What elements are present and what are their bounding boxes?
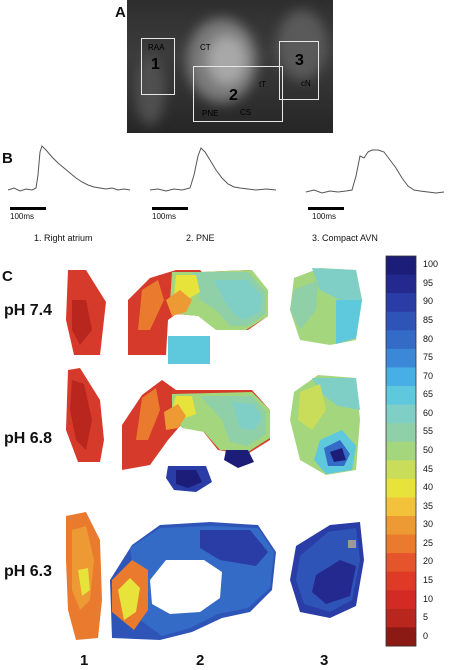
row-label-ph74: pH 7.4	[4, 302, 53, 319]
ct-label: CT	[200, 43, 211, 52]
map-row1-col1	[66, 270, 106, 355]
region-box-1	[141, 38, 175, 95]
colorbar-swatch	[386, 516, 416, 536]
colorbar-swatch	[386, 460, 416, 480]
colorbar-tick-label: 40	[423, 482, 434, 493]
colorbar	[385, 255, 417, 647]
trace-compact-avn	[305, 149, 445, 194]
map-row3-col3	[290, 522, 364, 618]
column-label-2: 2	[196, 652, 205, 669]
raa-label: RAA	[148, 43, 165, 52]
colorbar-tick-label: 95	[423, 277, 434, 288]
region-box-2	[193, 66, 283, 122]
region-number-1: 1	[151, 56, 160, 73]
colorbar-tick-label: 30	[423, 519, 434, 530]
row-label-ph68: pH 6.8	[4, 430, 53, 447]
map-row1-col2	[128, 270, 268, 364]
colorbar-tick-label: 65	[423, 389, 434, 400]
region-number-3: 3	[295, 52, 304, 69]
map-row3-col1	[66, 512, 102, 640]
colorbar-tick-label: 20	[423, 556, 434, 567]
colorbar-swatch	[386, 367, 416, 387]
colorbar-swatch	[386, 293, 416, 313]
row-label-ph63: pH 6.3	[4, 563, 53, 580]
trace-right-atrium	[7, 145, 131, 192]
colorbar-swatch	[386, 274, 416, 294]
map-row2-col1	[66, 368, 104, 462]
scale-bar-label-1: 100ms	[10, 212, 35, 221]
tt-label: tT	[259, 80, 267, 89]
colorbar-tick-label: 35	[423, 500, 434, 511]
colorbar-tick-label: 15	[423, 575, 434, 585]
colorbar-tick-label: 100	[423, 259, 439, 270]
colorbar-swatch	[386, 608, 416, 628]
colorbar-tick-label: 90	[423, 296, 434, 307]
colorbar-tick-label: 60	[423, 407, 434, 418]
scale-bar-2	[152, 207, 188, 210]
colorbar-swatch	[386, 330, 416, 350]
colorbar-swatch	[386, 404, 416, 424]
scale-bar-label-3: 100ms	[312, 212, 337, 221]
colorbar-swatch	[386, 590, 416, 610]
cn-label: cN	[301, 79, 311, 88]
colorbar-swatch	[386, 571, 416, 591]
colorbar-frame	[385, 255, 417, 647]
colorbar-swatch	[386, 627, 416, 647]
colorbar-tick-label: 70	[423, 370, 434, 381]
colorbar-swatch	[386, 423, 416, 443]
colorbar-swatch	[386, 553, 416, 573]
colorbar-swatch	[386, 534, 416, 554]
map-row2-col2	[122, 380, 270, 492]
colorbar-tick-label: 0	[423, 630, 429, 641]
column-label-1: 1	[80, 652, 89, 669]
colorbar-tick-label: 55	[423, 426, 434, 437]
colorbar-tick-label: 25	[423, 537, 434, 548]
colorbar-tick-label: 75	[423, 352, 434, 363]
scale-bar-1	[10, 207, 46, 210]
cs-label: CS	[240, 108, 252, 117]
colorbar-tick-label: 10	[423, 593, 434, 604]
region-box-3	[279, 41, 319, 100]
map-row1-col3	[290, 268, 362, 345]
colorbar-swatch	[386, 441, 416, 461]
colorbar-swatch	[386, 386, 416, 406]
trace-pne	[149, 147, 277, 192]
panel-b-label: B	[2, 150, 13, 167]
colorbar-swatch	[386, 256, 416, 276]
colorbar-tick-label: 85	[423, 315, 434, 325]
panel-c-label: C	[2, 268, 13, 285]
colorbar-tick-label: 5	[423, 612, 429, 623]
pne-label: PNE	[202, 109, 219, 118]
caption-pne: 2. PNE	[186, 233, 215, 243]
preparation-photo: RAA 1 CT tT 2 PNE CS 3 cN	[127, 0, 333, 133]
caption-compact-avn: 3. Compact AVN	[312, 233, 378, 243]
panel-a-label: A	[115, 4, 126, 21]
colorbar-swatch	[386, 348, 416, 368]
colorbar-tick-label: 45	[423, 463, 434, 474]
region-number-2: 2	[229, 87, 238, 104]
colorbar-tick-label: 50	[423, 445, 434, 455]
colorbar-swatch	[386, 497, 416, 517]
caption-right-atrium: 1. Right atrium	[34, 233, 93, 243]
colorbar-swatch	[386, 478, 416, 498]
map-row3-col2	[110, 522, 276, 640]
colorbar-swatch	[386, 311, 416, 331]
scale-bar-label-2: 100ms	[152, 212, 177, 221]
colorbar-tick-label: 80	[423, 333, 434, 344]
column-label-3: 3	[320, 652, 329, 669]
scale-bar-3	[308, 207, 344, 210]
map-row2-col3	[290, 375, 360, 475]
